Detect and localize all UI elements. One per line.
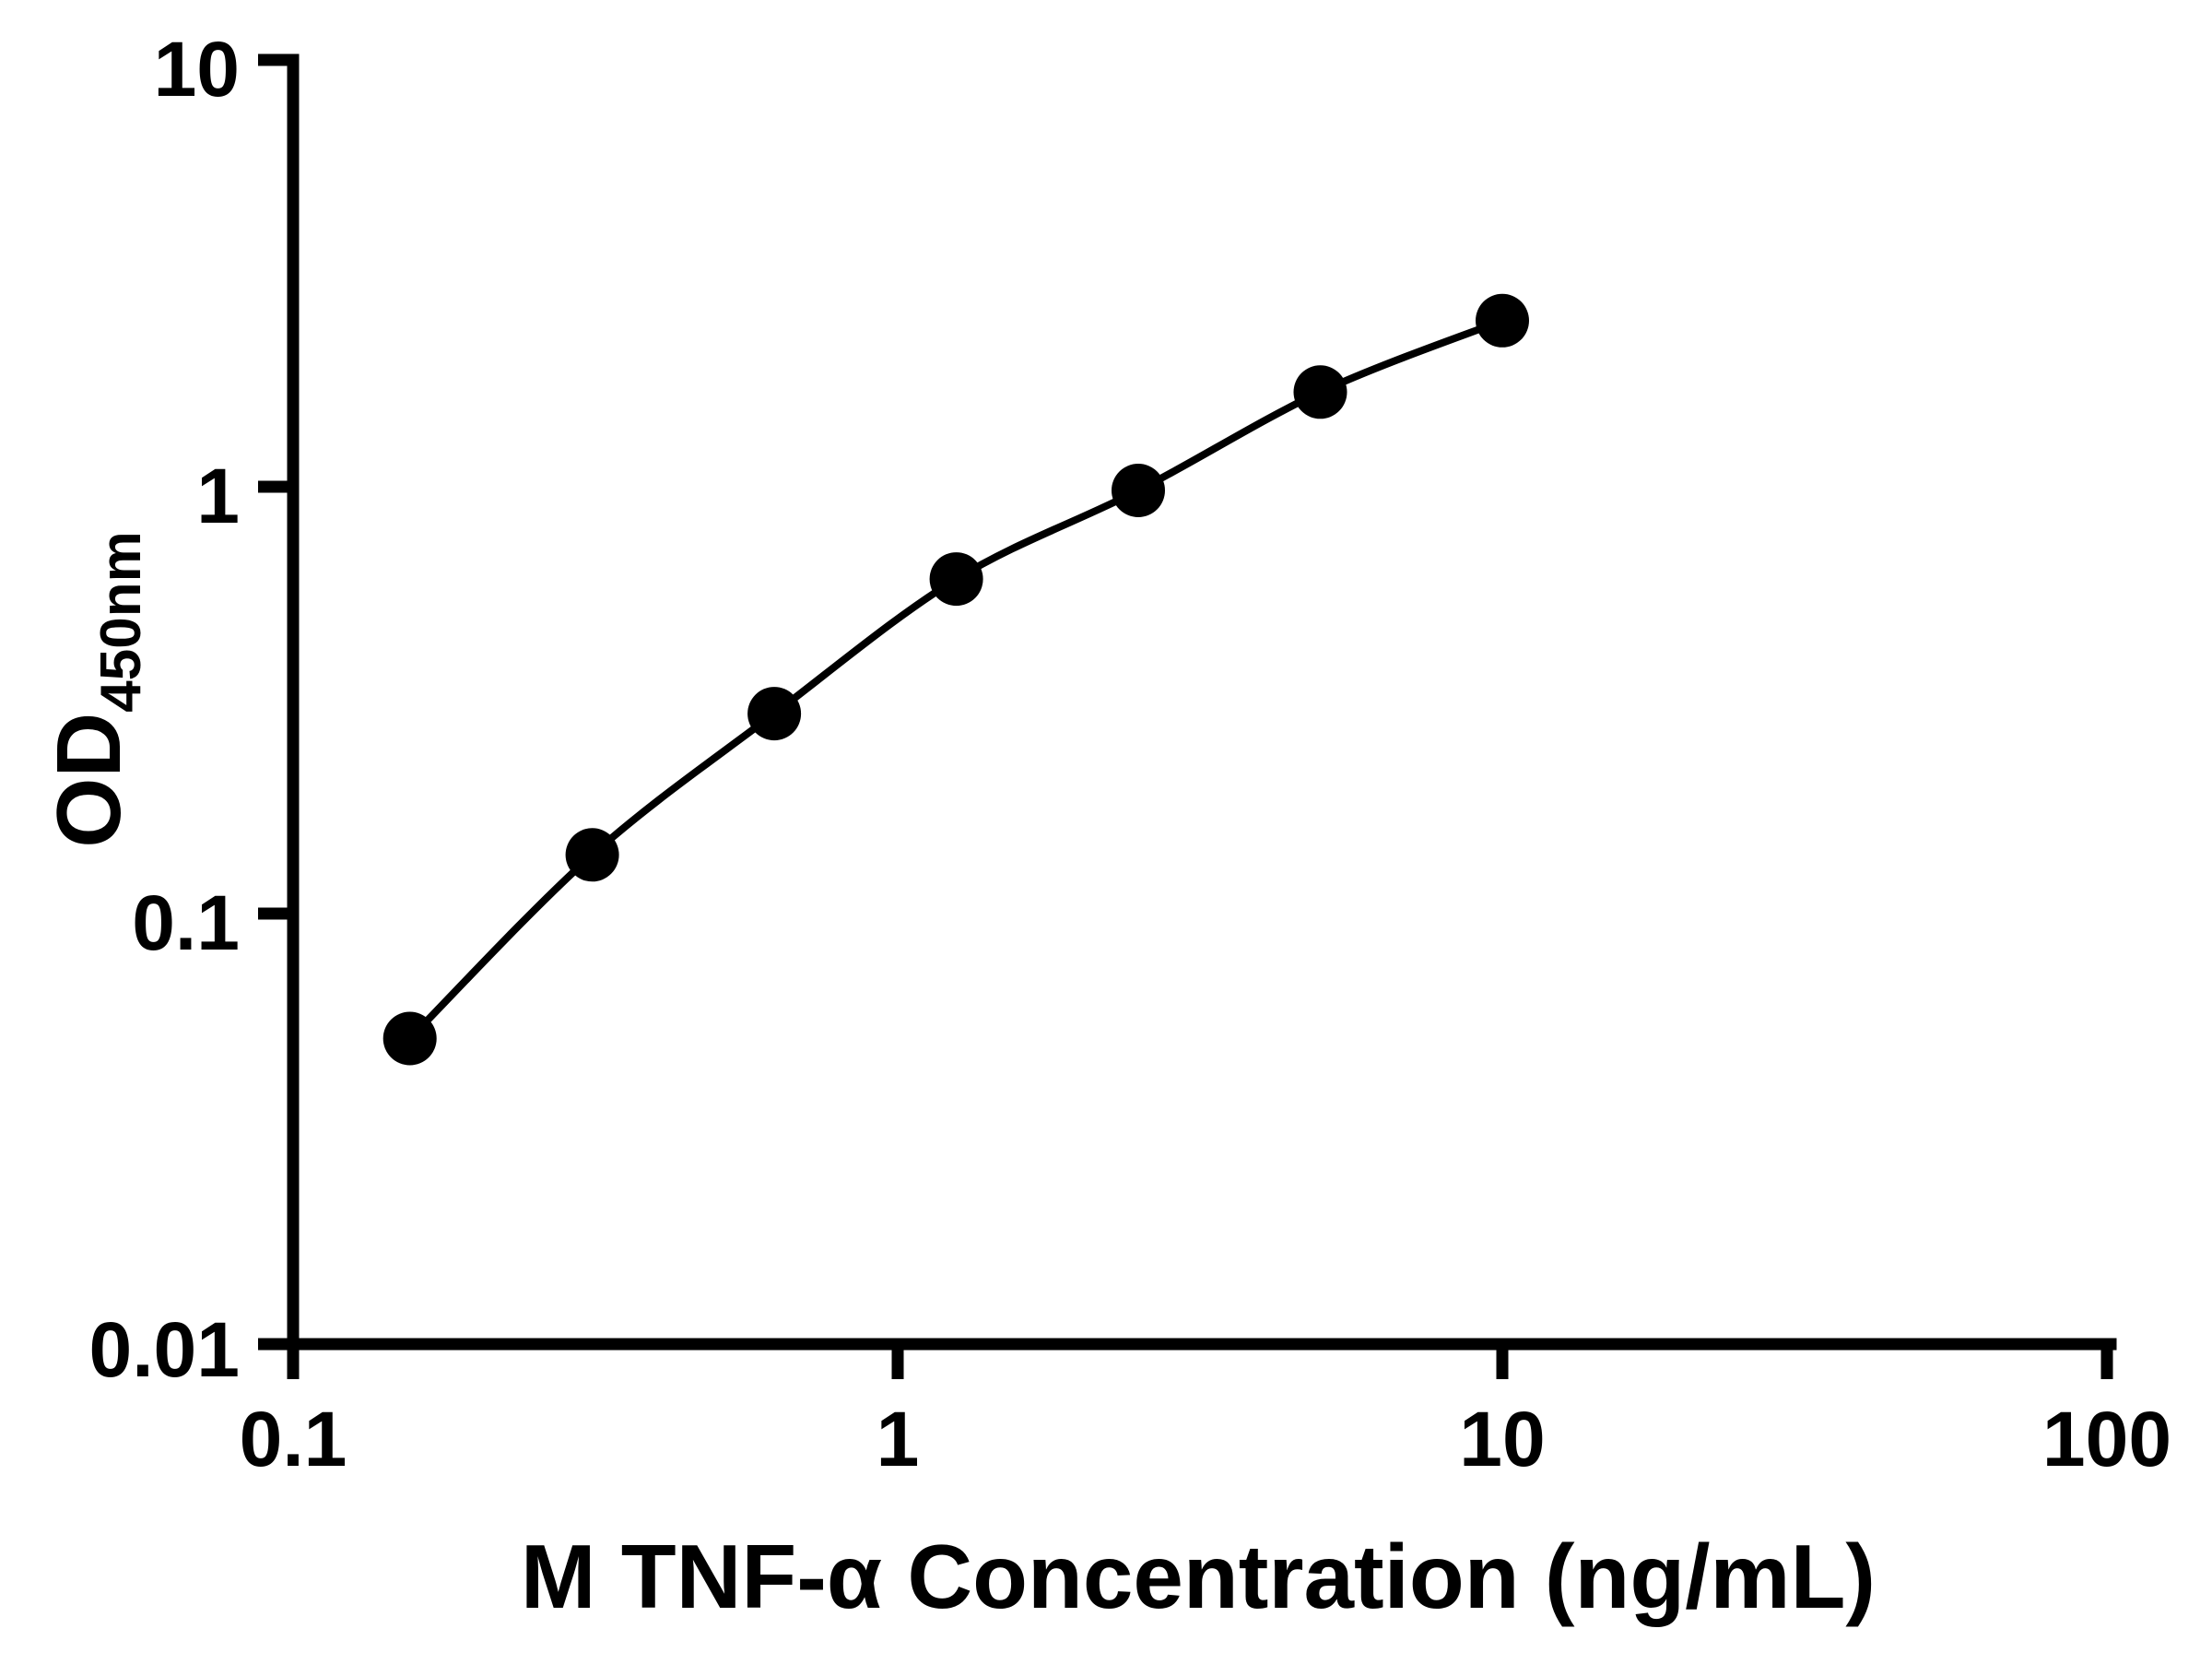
svg-text:10: 10 <box>1459 1396 1545 1482</box>
svg-text:0.1: 0.1 <box>240 1396 347 1482</box>
svg-text:0.1: 0.1 <box>132 879 240 966</box>
svg-text:100: 100 <box>2042 1396 2171 1482</box>
svg-text:1: 1 <box>196 453 240 539</box>
svg-text:OD450nm: OD450nm <box>38 531 153 847</box>
svg-text:10: 10 <box>154 26 240 112</box>
svg-text:M TNF-α Concentration (ng/mL): M TNF-α Concentration (ng/mL) <box>521 1526 1876 1627</box>
svg-text:1: 1 <box>877 1396 920 1482</box>
svg-text:0.01: 0.01 <box>89 1306 241 1393</box>
